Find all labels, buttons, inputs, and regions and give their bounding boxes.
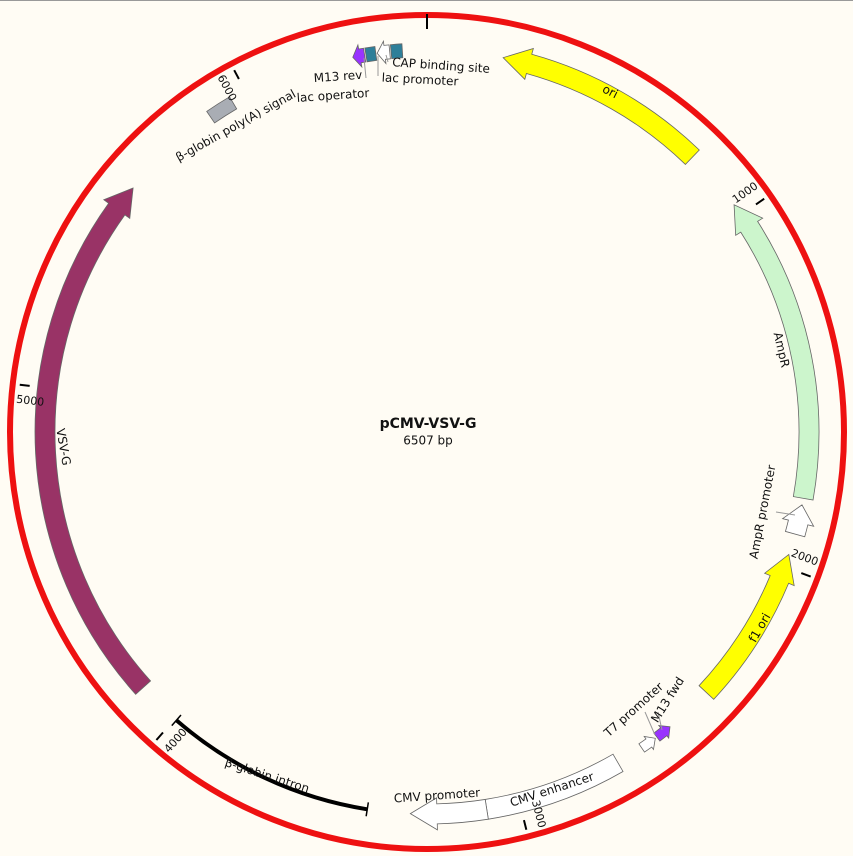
feature-arc bbox=[733, 204, 820, 501]
feature-end bbox=[171, 714, 182, 727]
feature-label: VSV-G bbox=[53, 427, 73, 466]
feature-label: lac promoter bbox=[381, 71, 458, 89]
feature-arc bbox=[698, 553, 795, 700]
feature-end bbox=[365, 802, 370, 817]
feature-arc bbox=[206, 96, 238, 124]
plasmid-length: 6507 bp bbox=[403, 434, 453, 448]
tick-mark bbox=[755, 197, 765, 206]
tick-mark bbox=[19, 383, 30, 387]
feature-arc bbox=[389, 43, 404, 60]
tick-mark bbox=[522, 819, 528, 831]
feature-label: M13 rev bbox=[313, 68, 362, 85]
feature-label: lac operator bbox=[296, 86, 370, 105]
label-connectors bbox=[363, 54, 796, 736]
feature-label: ori bbox=[600, 82, 620, 102]
tick-mark bbox=[233, 69, 240, 80]
feature-label: CAP binding site bbox=[392, 55, 491, 76]
plasmid-name: pCMV-VSV-G bbox=[380, 416, 477, 432]
feature-arc bbox=[409, 797, 489, 831]
tick-mark bbox=[800, 572, 812, 578]
feature-arc bbox=[781, 504, 815, 538]
feature-arc bbox=[638, 735, 656, 753]
feature-line bbox=[175, 718, 368, 812]
feature-label: CMV promoter bbox=[393, 785, 480, 805]
features bbox=[34, 39, 820, 831]
tick-mark bbox=[155, 731, 164, 741]
feature-arc bbox=[653, 725, 671, 742]
tick-label: 5000 bbox=[16, 393, 45, 409]
feature-arc bbox=[34, 187, 152, 695]
feature-arc bbox=[364, 46, 378, 63]
feature-arc bbox=[502, 47, 700, 165]
